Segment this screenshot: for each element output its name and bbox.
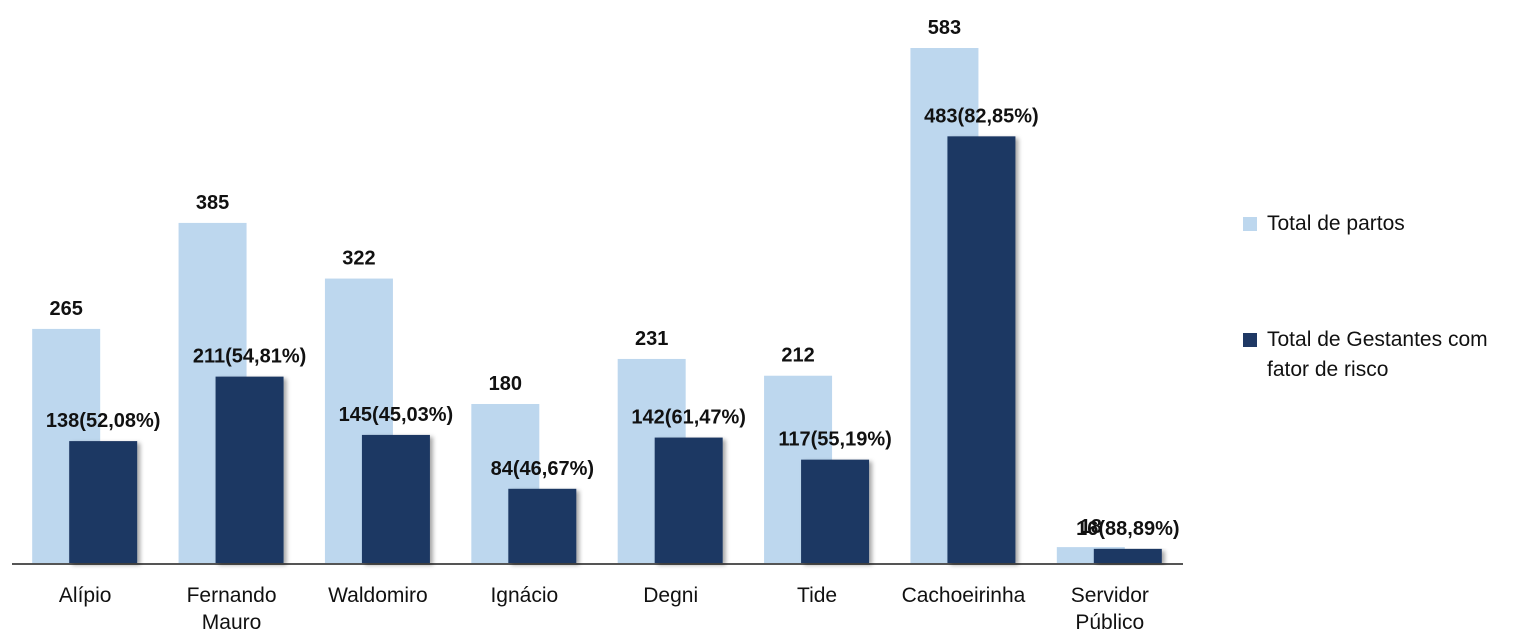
bar	[508, 488, 577, 563]
data-label: 212	[781, 345, 814, 367]
data-label: 583	[928, 17, 961, 39]
legend-swatch	[1243, 333, 1257, 347]
data-label: 84(46,67%)	[491, 458, 594, 480]
data-label: 117(55,19%)	[778, 429, 891, 451]
x-tick-label: Degni	[643, 584, 699, 607]
legend-swatch	[1243, 217, 1257, 231]
bar	[654, 437, 723, 563]
data-label: 18	[1080, 516, 1102, 538]
x-tick-label: Servidor Público	[1070, 584, 1149, 634]
bar	[361, 434, 430, 563]
data-label: 322	[342, 248, 375, 270]
data-label: 211(54,81%)	[193, 346, 306, 368]
x-tick-label: Ignácio	[490, 584, 559, 607]
data-label: 180	[489, 373, 522, 395]
bar	[69, 441, 138, 563]
bar	[215, 376, 284, 563]
legend-item: Total de Gestantes com fator de risco	[1243, 325, 1526, 385]
x-tick-label: Cachoeirinha	[901, 584, 1026, 607]
legend-label: Total de Gestantes com fator de risco	[1267, 328, 1488, 381]
x-tick-label: Alípio	[58, 584, 112, 607]
x-tick-label: Fernando Mauro	[186, 584, 277, 634]
data-label: 142(61,47%)	[631, 407, 746, 429]
bar	[947, 136, 1016, 564]
data-label: 385	[196, 192, 229, 214]
legend-label: Total de partos	[1267, 212, 1405, 235]
x-tick-label: Waldomiro	[328, 584, 428, 607]
legend-item: Total de partos	[1243, 209, 1526, 239]
data-label: 265	[50, 298, 83, 320]
data-label: 483(82,85%)	[924, 105, 1039, 127]
data-label: 231	[635, 328, 668, 350]
x-tick-label: Tide	[797, 584, 838, 607]
bar	[801, 459, 870, 563]
data-label: 16(88,89%)	[1076, 518, 1179, 540]
data-label: 138(52,08%)	[46, 410, 161, 432]
bar	[1093, 548, 1162, 563]
data-label: 145(45,03%)	[339, 404, 454, 426]
